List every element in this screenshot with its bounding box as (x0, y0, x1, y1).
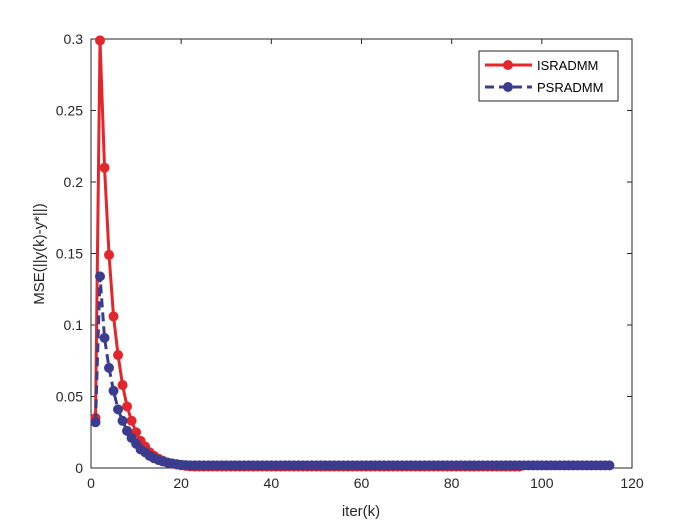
data-point-psradmm (117, 415, 128, 426)
legend-marker-psradmm (503, 82, 513, 92)
data-point-psradmm (90, 417, 101, 428)
x-tick-label: 120 (620, 475, 644, 491)
y-tick-label: 0.3 (64, 31, 84, 47)
data-point-isradmm (99, 162, 110, 173)
x-tick-label: 40 (264, 475, 280, 491)
data-point-isradmm (113, 350, 124, 361)
data-point-isradmm (108, 311, 119, 322)
x-tick-label: 20 (173, 475, 189, 491)
y-tick-label: 0 (75, 460, 83, 476)
x-tick-label: 60 (354, 475, 370, 491)
x-axis: 0 20 40 60 80 100 120 (87, 39, 644, 491)
legend-item-psradmm: PSRADMM (485, 80, 603, 95)
legend-marker-isradmm (503, 60, 513, 70)
series-line-psradmm (94, 274, 610, 467)
data-point-psradmm (108, 385, 119, 396)
series-isradmm (90, 35, 525, 472)
series-layer (90, 35, 615, 472)
legend-box (478, 50, 619, 102)
y-tick-label: 0.25 (56, 103, 83, 119)
x-tick-label: 0 (87, 475, 95, 491)
y-tick-label: 0.15 (56, 246, 83, 262)
legend-item-isradmm: ISRADMM (485, 58, 598, 73)
legend-label-psradmm: PSRADMM (537, 80, 603, 95)
series-line-isradmm (94, 38, 520, 469)
axes-box (90, 38, 633, 469)
legend: ISRADMM PSRADMM (478, 50, 619, 102)
legend-label-isradmm: ISRADMM (537, 58, 598, 73)
y-tick-label: 0.05 (56, 389, 83, 405)
y-axis-label: MSE(||y(k)-y*||) (31, 203, 48, 304)
y-tick-label: 0.2 (64, 174, 84, 190)
data-point-isradmm (95, 35, 106, 46)
data-point-isradmm (126, 415, 137, 426)
data-point-isradmm (122, 401, 133, 412)
data-point-psradmm (604, 460, 615, 471)
x-tick-label: 100 (530, 475, 554, 491)
x-axis-label: iter(k) (342, 503, 380, 520)
data-point-psradmm (95, 271, 106, 282)
data-point-psradmm (99, 332, 110, 343)
data-point-psradmm (104, 362, 115, 373)
data-point-isradmm (117, 380, 128, 391)
series-psradmm (90, 271, 615, 471)
y-axis: 0 0.05 0.1 0.15 0.2 0.25 0.3 (56, 31, 632, 476)
data-point-psradmm (113, 404, 124, 415)
data-point-psradmm (122, 425, 133, 436)
data-point-isradmm (104, 249, 115, 260)
x-tick-label: 80 (444, 475, 460, 491)
y-tick-label: 0.1 (64, 317, 84, 333)
